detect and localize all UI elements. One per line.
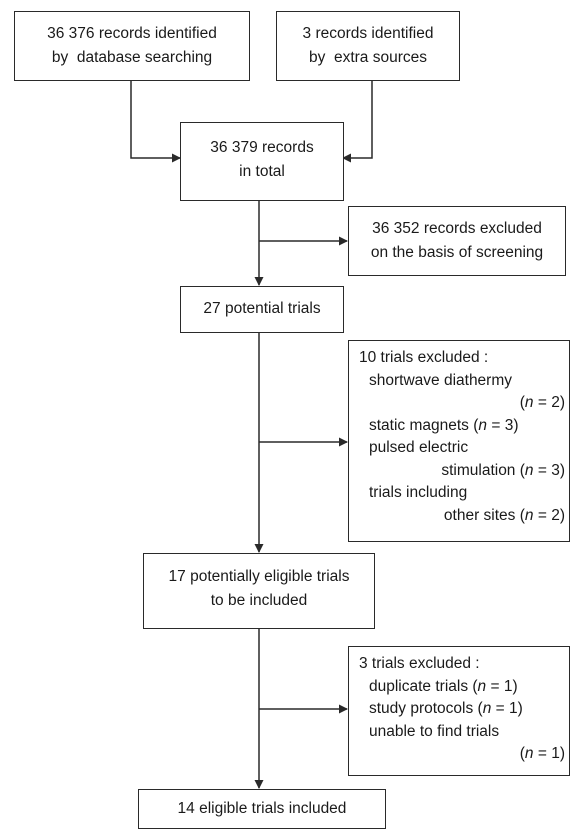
box-final-included: 14 eligible trials included xyxy=(138,789,386,829)
reason-n: 1 xyxy=(551,745,560,762)
reason-line: duplicate trials (n = 1) xyxy=(369,677,518,695)
reason-n: 3 xyxy=(551,461,560,479)
box-excluded-3: 3 trials excluded : duplicate trials (n … xyxy=(348,646,570,776)
reason-n: 3 xyxy=(504,416,514,434)
excluded-title: 3 trials excluded : xyxy=(359,655,480,672)
box-excluded-screening: 36 352 records excluded on the basis of … xyxy=(348,206,566,276)
reason-label: shortwave diathermy xyxy=(369,371,513,389)
reason-label: trials including xyxy=(369,484,468,501)
reason-n: 1 xyxy=(503,677,513,695)
box-extra-sources: 3 records identified by extra sources xyxy=(276,11,460,81)
excluded-title: 10 trials excluded : xyxy=(359,349,489,366)
box-excluded-10: 10 trials excluded : shortwave diathermy… xyxy=(348,340,570,542)
box-line: to be included xyxy=(210,592,308,609)
reason-count: (n = 1) xyxy=(519,745,565,762)
reason-line: stimulation (n = 3) xyxy=(441,461,565,479)
box-line: on the basis of screening xyxy=(370,244,544,261)
box-line: in total xyxy=(239,163,285,180)
reason-label: unable to find trials xyxy=(369,722,500,740)
reason-label: stimulation xyxy=(441,461,516,479)
reason-label: static magnets xyxy=(369,416,469,434)
box-eligible-17: 17 potentially eligible trials to be inc… xyxy=(143,553,375,629)
reason-label: study protocols xyxy=(369,700,474,717)
box-line: by database searching xyxy=(51,49,213,66)
reason-line: study protocols (n = 1) xyxy=(369,700,523,717)
box-line: 36 379 records xyxy=(210,139,314,156)
box-potential-trials: 27 potential trials xyxy=(180,286,344,333)
reason-count: (n = 2) xyxy=(519,394,565,411)
reason-n: 2 xyxy=(551,506,560,524)
reason-label: duplicate trials xyxy=(369,677,469,695)
box-total-records: 36 379 records in total xyxy=(180,122,344,201)
arrow-db-to-total xyxy=(130,80,181,163)
box-line: 17 potentially eligible trials xyxy=(168,568,350,585)
box-line: 36 352 records excluded xyxy=(372,220,542,237)
reason-n: 2 xyxy=(551,394,560,411)
box-line: 36 376 records identified xyxy=(47,25,217,42)
reason-label: pulsed electric xyxy=(369,439,469,456)
box-line: by extra sources xyxy=(308,49,428,66)
reason-line: static magnets (n = 3) xyxy=(369,416,519,434)
box-line: 27 potential trials xyxy=(203,300,321,317)
reason-n: 1 xyxy=(509,700,518,717)
box-database-records: 36 376 records identified by database se… xyxy=(14,11,250,81)
reason-label: other sites xyxy=(443,506,516,524)
arrow-extra-to-total xyxy=(342,80,373,163)
box-line: 3 records identified xyxy=(302,25,434,42)
box-line: 14 eligible trials included xyxy=(177,800,347,817)
reason-line: other sites (n = 2) xyxy=(443,506,565,524)
